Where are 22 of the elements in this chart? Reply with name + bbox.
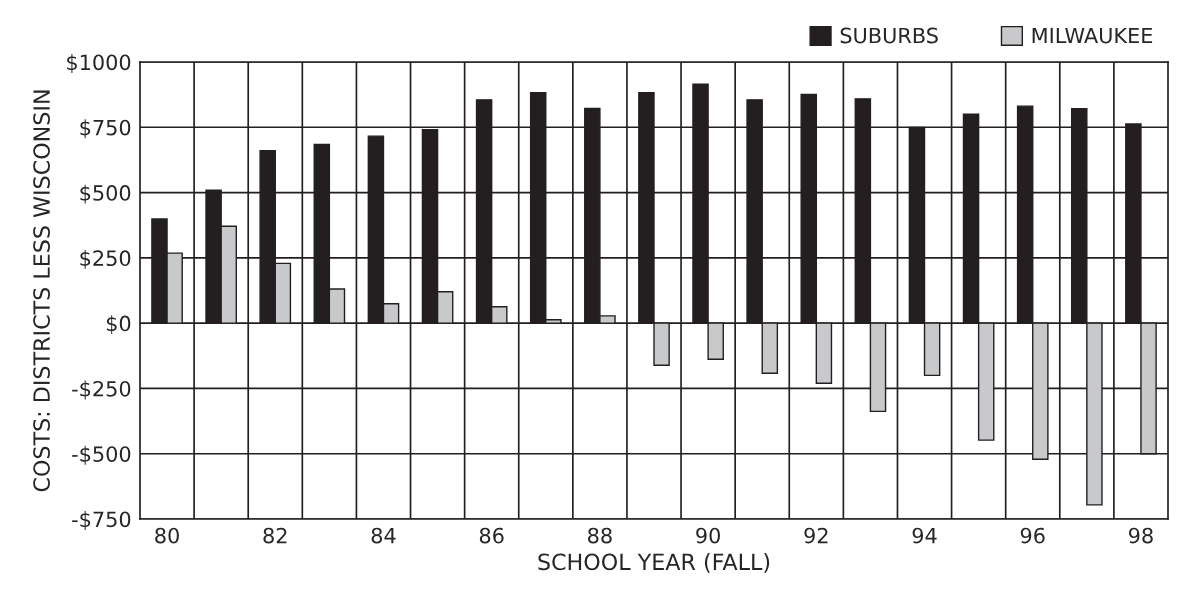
x-tick-label: 86 bbox=[479, 527, 504, 544]
x-tick-label: 84 bbox=[371, 527, 396, 544]
x-tick-label: 90 bbox=[696, 527, 720, 544]
y-tick-label: $1000 bbox=[67, 54, 131, 73]
y-tick-label: -$250 bbox=[72, 380, 131, 400]
y-tick-label: -$500 bbox=[72, 445, 131, 465]
x-tick-label: 88 bbox=[588, 527, 612, 544]
y-tick-label: $750 bbox=[80, 119, 131, 139]
legend-label: MILWAUKEE bbox=[1032, 27, 1153, 44]
x-tick-label: 82 bbox=[263, 527, 287, 544]
y-tick-label: $0 bbox=[106, 315, 131, 335]
x-tick-label: 80 bbox=[155, 527, 179, 544]
y-tick-label: $500 bbox=[80, 184, 131, 204]
y-axis-title: COSTS: DISTRICTS LESS WISCONSIN bbox=[33, 90, 50, 492]
y-tick-label: -$750 bbox=[72, 511, 131, 530]
x-tick-label: 92 bbox=[804, 527, 828, 544]
legend-label: SUBURBS bbox=[840, 27, 938, 44]
x-tick-label: 96 bbox=[1020, 527, 1045, 544]
x-axis-title: SCHOOL YEAR (FALL) bbox=[538, 553, 770, 573]
x-tick-label: 94 bbox=[912, 527, 937, 544]
y-tick-label: $250 bbox=[80, 249, 131, 269]
x-tick-label: 98 bbox=[1129, 527, 1153, 544]
